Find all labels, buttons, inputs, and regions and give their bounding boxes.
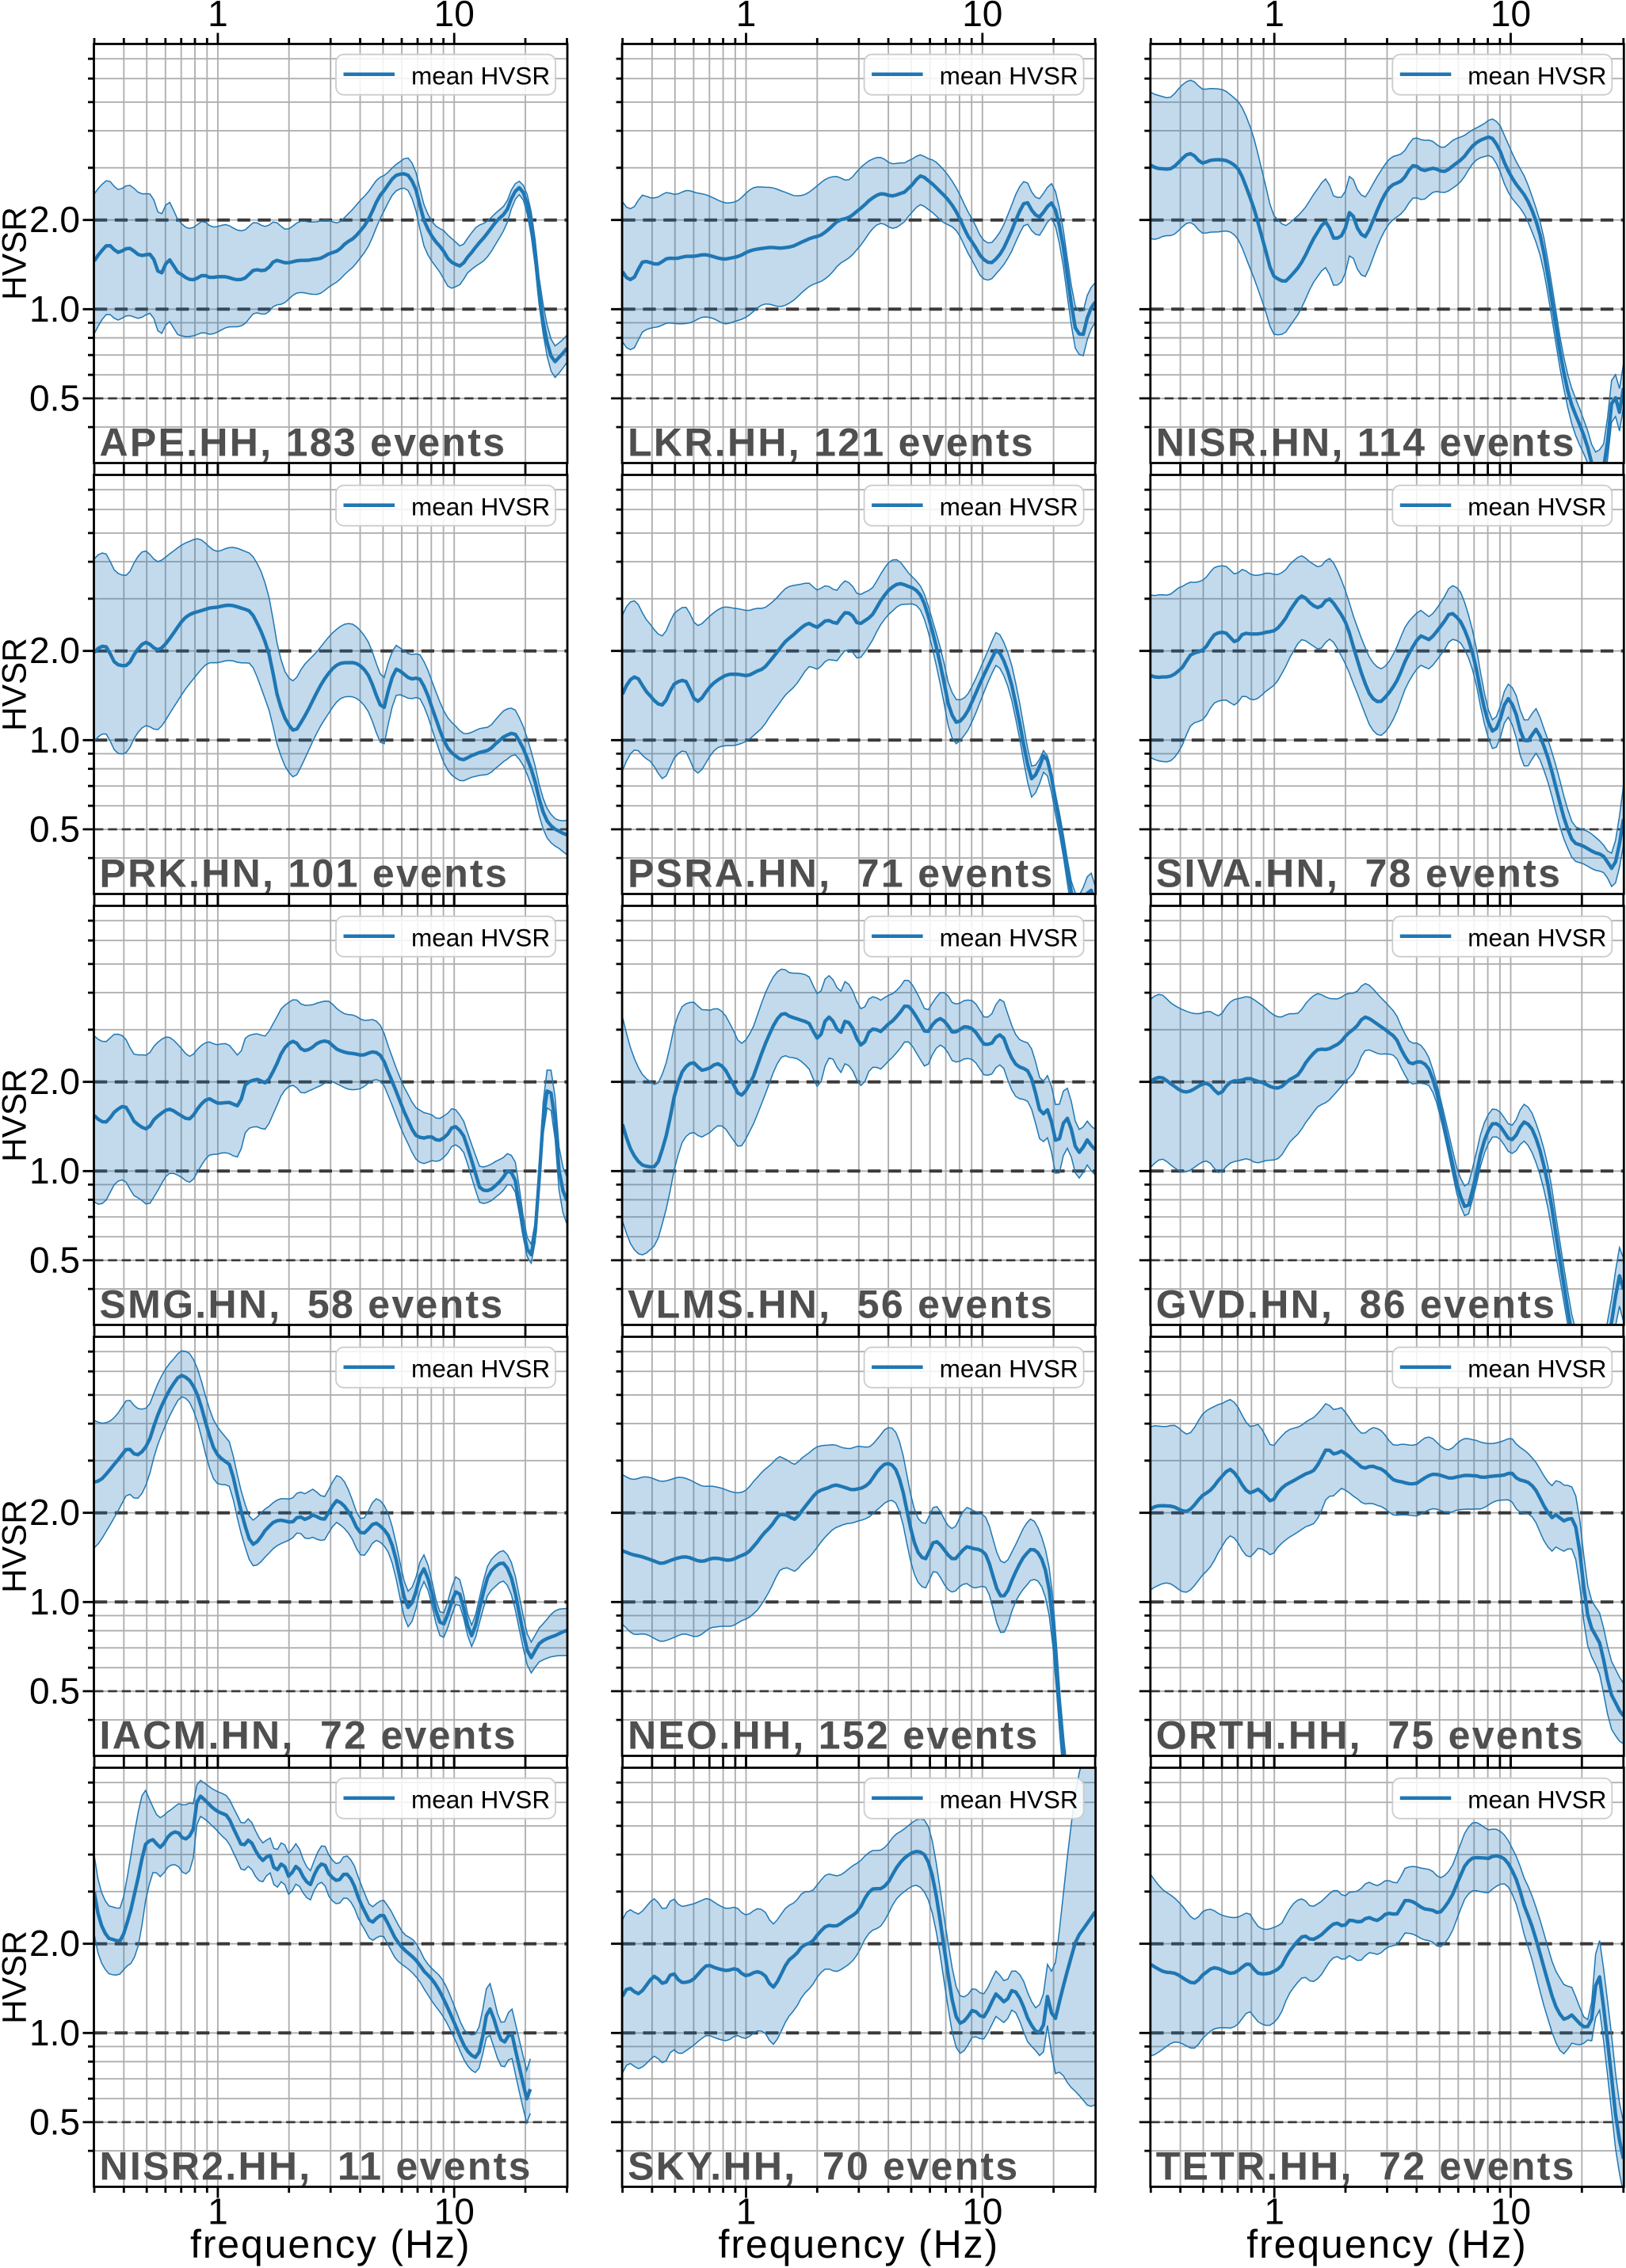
svg-text:SMG.HN, 58 events: SMG.HN, 58 events: [100, 1283, 505, 1327]
svg-text:mean HVSR: mean HVSR: [940, 1355, 1078, 1383]
svg-text:LKR.HH, 121 events: LKR.HH, 121 events: [628, 421, 1035, 465]
svg-text:SIVA.HN, 78 events: SIVA.HN, 78 events: [1156, 852, 1562, 896]
svg-text:mean HVSR: mean HVSR: [940, 493, 1078, 521]
svg-text:mean HVSR: mean HVSR: [411, 924, 550, 952]
svg-text:2.0: 2.0: [29, 199, 80, 240]
svg-text:HVSR: HVSR: [0, 1069, 32, 1162]
svg-text:mean HVSR: mean HVSR: [940, 1786, 1078, 1814]
svg-text:VLMS.HN, 56 events: VLMS.HN, 56 events: [628, 1283, 1054, 1327]
svg-text:1.0: 1.0: [29, 1150, 80, 1191]
svg-text:mean HVSR: mean HVSR: [411, 1355, 550, 1383]
svg-text:HVSR: HVSR: [0, 1500, 32, 1593]
svg-text:0.5: 0.5: [29, 377, 80, 418]
svg-text:1.0: 1.0: [29, 719, 80, 760]
svg-text:1: 1: [1264, 0, 1284, 34]
svg-text:0.5: 0.5: [29, 1239, 80, 1280]
svg-text:HVSR: HVSR: [0, 1931, 32, 2024]
svg-text:mean HVSR: mean HVSR: [411, 1786, 550, 1814]
svg-text:1.0: 1.0: [29, 2012, 80, 2053]
svg-text:APE.HH, 183 events: APE.HH, 183 events: [100, 421, 507, 465]
svg-text:1.0: 1.0: [29, 288, 80, 330]
svg-text:2.0: 2.0: [29, 630, 80, 671]
svg-text:mean HVSR: mean HVSR: [1468, 1355, 1606, 1383]
svg-text:frequency (Hz): frequency (Hz): [190, 2222, 471, 2266]
svg-text:10: 10: [434, 0, 475, 34]
svg-text:10: 10: [1490, 0, 1531, 34]
svg-text:ORTH.HH, 75 events: ORTH.HH, 75 events: [1156, 1713, 1585, 1758]
svg-text:PSRA.HN, 71 events: PSRA.HN, 71 events: [628, 852, 1054, 896]
svg-text:1: 1: [736, 0, 757, 34]
svg-text:mean HVSR: mean HVSR: [1468, 62, 1606, 90]
svg-text:10: 10: [962, 2191, 1002, 2232]
svg-text:frequency (Hz): frequency (Hz): [1246, 2222, 1527, 2266]
svg-text:2.0: 2.0: [29, 1061, 80, 1102]
svg-text:mean HVSR: mean HVSR: [940, 924, 1078, 952]
svg-text:1.0: 1.0: [29, 1581, 80, 1622]
svg-text:TETR.HH, 72 events: TETR.HH, 72 events: [1156, 2144, 1576, 2189]
svg-text:NEO.HH, 152 events: NEO.HH, 152 events: [628, 1713, 1039, 1758]
svg-text:mean HVSR: mean HVSR: [1468, 493, 1606, 521]
svg-text:mean HVSR: mean HVSR: [411, 493, 550, 521]
svg-text:mean HVSR: mean HVSR: [411, 62, 550, 90]
svg-text:10: 10: [434, 2191, 475, 2232]
svg-text:1: 1: [736, 2191, 757, 2232]
svg-text:NISR.HN, 114 events: NISR.HN, 114 events: [1156, 421, 1576, 465]
svg-text:HVSR: HVSR: [0, 207, 32, 300]
svg-text:2.0: 2.0: [29, 1923, 80, 1964]
svg-text:0.5: 0.5: [29, 808, 80, 849]
svg-text:mean HVSR: mean HVSR: [940, 62, 1078, 90]
svg-text:2.0: 2.0: [29, 1492, 80, 1533]
svg-text:10: 10: [962, 0, 1002, 34]
svg-text:PRK.HN, 101 events: PRK.HN, 101 events: [100, 852, 510, 896]
svg-text:0.5: 0.5: [29, 2101, 80, 2142]
svg-text:mean HVSR: mean HVSR: [1468, 1786, 1606, 1814]
svg-text:1: 1: [208, 2191, 228, 2232]
svg-text:NISR2.HH, 11 events: NISR2.HH, 11 events: [100, 2144, 532, 2189]
svg-text:GVD.HN, 86 events: GVD.HN, 86 events: [1156, 1283, 1556, 1327]
svg-text:10: 10: [1490, 2191, 1531, 2232]
svg-text:HVSR: HVSR: [0, 638, 32, 731]
svg-text:mean HVSR: mean HVSR: [1468, 924, 1606, 952]
svg-text:IACM.HN, 72 events: IACM.HN, 72 events: [100, 1713, 517, 1758]
svg-text:SKY.HH, 70 events: SKY.HH, 70 events: [628, 2144, 1019, 2189]
svg-text:0.5: 0.5: [29, 1670, 80, 1711]
svg-text:1: 1: [208, 0, 228, 34]
svg-text:1: 1: [1264, 2191, 1284, 2232]
svg-text:frequency (Hz): frequency (Hz): [719, 2222, 999, 2266]
